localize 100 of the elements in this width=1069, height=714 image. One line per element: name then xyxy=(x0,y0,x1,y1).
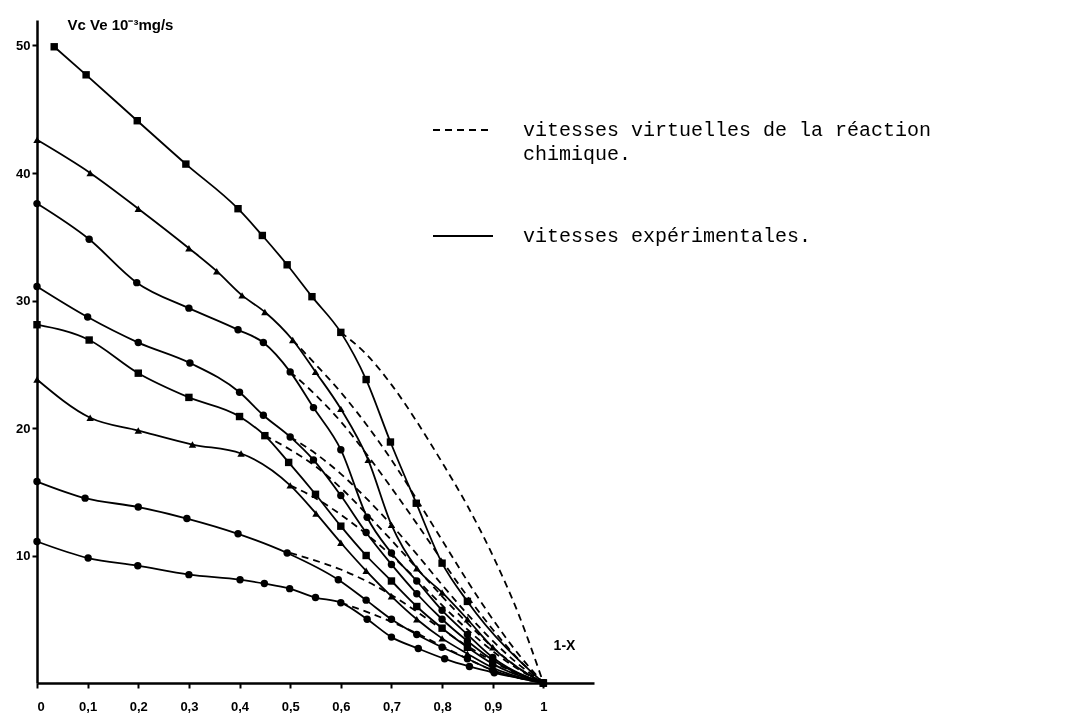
point xyxy=(235,388,244,396)
point xyxy=(309,456,318,464)
legend-label: vitesses virtuelles de la réaction chimique. xyxy=(523,119,932,166)
point xyxy=(413,630,421,639)
point xyxy=(134,369,142,377)
point xyxy=(337,491,345,500)
point xyxy=(259,411,268,419)
x-tick-label: 0,9 xyxy=(484,698,503,714)
point xyxy=(438,615,446,623)
point xyxy=(260,579,269,588)
x-tick-label: 0 xyxy=(37,698,45,714)
point xyxy=(337,522,345,530)
point xyxy=(312,510,320,517)
point xyxy=(413,577,421,585)
point xyxy=(259,338,268,347)
point xyxy=(234,204,242,213)
point xyxy=(387,549,396,557)
y-tick-label: 20 xyxy=(16,420,31,436)
point xyxy=(234,530,242,538)
point xyxy=(308,292,316,301)
point xyxy=(465,662,474,671)
point xyxy=(188,441,197,448)
point xyxy=(134,427,142,434)
point xyxy=(33,376,41,383)
point xyxy=(413,590,421,598)
point xyxy=(33,321,41,329)
point xyxy=(362,375,370,384)
point xyxy=(414,644,422,653)
point xyxy=(33,136,41,144)
point xyxy=(337,405,345,413)
y-tick-label: 40 xyxy=(16,165,31,181)
point xyxy=(182,160,190,168)
point xyxy=(362,596,370,604)
point xyxy=(438,606,446,615)
point xyxy=(283,549,291,557)
point xyxy=(362,567,370,575)
y-axis-title: Vc Ve 10⁻³mg/s xyxy=(67,15,174,33)
x-tick-label: 0,7 xyxy=(382,698,401,714)
point xyxy=(186,359,194,367)
point xyxy=(237,450,245,457)
x-tick-label: 0,3 xyxy=(180,698,199,714)
point xyxy=(134,205,142,212)
point xyxy=(337,445,345,454)
point xyxy=(337,598,345,607)
point xyxy=(82,71,90,79)
point xyxy=(33,282,41,291)
point xyxy=(334,576,342,584)
y-tick-label: 30 xyxy=(16,293,31,308)
point xyxy=(183,514,191,523)
point xyxy=(238,292,246,299)
point xyxy=(185,570,193,579)
point xyxy=(387,577,396,585)
point xyxy=(286,368,294,376)
x-tick-label: 0,4 xyxy=(231,698,250,714)
point xyxy=(283,261,291,269)
point xyxy=(438,589,446,596)
point xyxy=(33,477,41,486)
x-tick-label: 0,8 xyxy=(433,698,452,714)
point xyxy=(33,199,41,208)
point xyxy=(387,615,396,623)
point xyxy=(185,393,193,402)
point xyxy=(285,584,294,593)
point xyxy=(463,655,472,663)
point xyxy=(134,503,142,511)
y-tick-label: 10 xyxy=(16,548,31,563)
point xyxy=(363,615,371,623)
point xyxy=(463,637,472,645)
point xyxy=(362,551,370,560)
point xyxy=(489,644,497,651)
point xyxy=(438,635,446,642)
x-tick-label: 0,2 xyxy=(129,698,148,714)
point xyxy=(234,326,242,334)
point xyxy=(387,560,396,569)
point xyxy=(438,643,446,651)
point xyxy=(311,593,320,602)
point xyxy=(185,304,193,312)
point xyxy=(86,414,94,422)
point xyxy=(134,562,142,570)
point xyxy=(134,338,142,347)
point xyxy=(440,655,449,663)
point xyxy=(236,576,244,584)
point xyxy=(261,308,269,316)
point xyxy=(33,537,41,546)
point xyxy=(337,328,345,337)
point xyxy=(438,624,446,632)
point xyxy=(86,169,94,177)
point xyxy=(386,438,395,446)
y-tick-label: 50 xyxy=(16,38,31,53)
point xyxy=(387,633,396,641)
point xyxy=(84,554,92,562)
point xyxy=(83,313,92,321)
x-tick-label: 1 xyxy=(540,698,548,714)
point xyxy=(85,336,93,344)
x-tick-label: 0,1 xyxy=(79,698,98,714)
point xyxy=(85,235,93,243)
point xyxy=(438,559,446,567)
point xyxy=(463,630,472,639)
point xyxy=(133,278,141,287)
point xyxy=(387,593,396,600)
point xyxy=(261,431,269,440)
